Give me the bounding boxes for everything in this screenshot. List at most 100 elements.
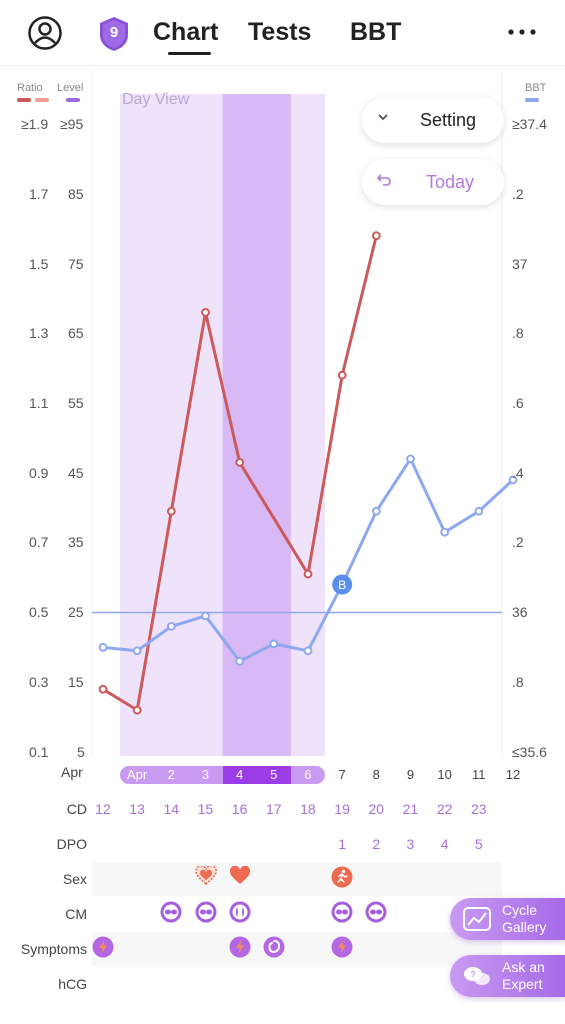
cervical-mucus-icon[interactable] [160, 901, 182, 928]
level-badge[interactable]: 9 [97, 16, 131, 52]
level-axis-tick: 75 [68, 256, 84, 272]
setting-button[interactable]: Setting [362, 97, 504, 143]
bbt-point-8[interactable] [371, 506, 381, 516]
bbt-point-10[interactable] [440, 527, 450, 537]
cd-value: 13 [129, 801, 145, 817]
cd-value: 21 [402, 801, 419, 817]
date-cell[interactable]: 12 [505, 767, 521, 782]
lightning-icon[interactable] [92, 936, 114, 963]
bbt-axis-tick: ≥37.4 [512, 116, 547, 132]
running-person-icon[interactable] [331, 866, 353, 893]
fertile-window-band-1 [222, 94, 291, 756]
heart-icon[interactable] [229, 865, 251, 891]
ratio-point-6[interactable] [337, 370, 347, 380]
bbt-point-1[interactable] [132, 646, 142, 656]
cervical-mucus-drop-icon[interactable] [229, 901, 251, 928]
date-cell[interactable]: 6 [304, 767, 312, 782]
month-label: Apr [61, 764, 83, 780]
bbt-axis-tick: .6 [512, 395, 524, 411]
ratio-point-7[interactable] [371, 231, 381, 241]
cervical-mucus-icon[interactable] [195, 901, 217, 928]
bbt-point-5[interactable] [269, 639, 279, 649]
bbt-point-11[interactable] [474, 506, 484, 516]
level-axis-tick: 15 [68, 674, 84, 690]
bbt-point-9[interactable] [406, 454, 415, 464]
bbt-axis-tick: .2 [512, 534, 524, 550]
dpo-value: 3 [406, 836, 415, 852]
bbt-marker[interactable] [332, 574, 353, 595]
bbt-axis-tick: .4 [512, 465, 524, 481]
dpo-value: 4 [440, 836, 449, 852]
fertile-window-band-0 [120, 94, 223, 756]
level-axis-tick: 5 [77, 744, 85, 760]
view-mode-label: Day View [122, 91, 190, 108]
cervical-mucus-icon[interactable] [331, 901, 353, 928]
date-cell[interactable]: 8 [372, 767, 380, 782]
cd-value: 22 [436, 801, 453, 817]
legend-ratio-light-swatch [35, 98, 49, 102]
ratio-point-0[interactable] [98, 684, 108, 694]
date-cell[interactable]: 11 [472, 767, 486, 782]
bbt-point-6[interactable] [303, 646, 313, 656]
bbt-axis-tick: ≤35.6 [512, 744, 547, 760]
today-label: Today [426, 172, 475, 192]
ratio-axis-tick: 1.3 [29, 325, 49, 341]
date-cell-bg [154, 766, 189, 784]
cramp-icon[interactable] [263, 936, 285, 963]
tab-bbt[interactable]: BBT [350, 18, 402, 46]
bbt-point-3[interactable] [201, 611, 210, 621]
date-cell-bg [188, 766, 223, 784]
date-cell[interactable]: 2 [167, 767, 175, 782]
tab-tests[interactable]: Tests [248, 18, 312, 46]
bbt-point-2[interactable] [166, 622, 176, 631]
date-cell[interactable]: 5 [270, 767, 278, 782]
cm-row-label: CM [65, 906, 87, 922]
ask-expert-button[interactable]: ? Ask an Expert [450, 955, 565, 997]
legend-level-swatch [66, 98, 80, 102]
heart-outline-icon[interactable] [194, 864, 217, 891]
date-cell[interactable]: 3 [201, 767, 210, 782]
date-cell-bg [120, 766, 155, 784]
cycle-gallery-button[interactable]: Cycle Gallery [450, 898, 565, 940]
bbt-axis-tick: .2 [512, 186, 524, 202]
date-cell[interactable]: 7 [338, 767, 346, 782]
date-cell[interactable]: 10 [437, 767, 452, 782]
ask-expert-label: Ask an Expert [502, 959, 545, 992]
fertility-chart[interactable]: B [0, 0, 565, 760]
ratio-axis-tick: 1.1 [29, 395, 49, 411]
bbt-point-0[interactable] [98, 642, 108, 652]
cd-value: 14 [163, 801, 180, 817]
dpo-value: 5 [474, 836, 483, 852]
ratio-axis-tick: 1.5 [29, 256, 49, 272]
symptoms-row-bg [92, 932, 502, 966]
profile-icon[interactable] [28, 16, 62, 50]
cycle-gallery-label: Cycle Gallery [502, 902, 547, 935]
symptoms-row-label: Symptoms [20, 941, 87, 957]
date-cell-bg [256, 766, 291, 784]
lightning-icon[interactable] [331, 936, 353, 963]
shield-icon [100, 17, 128, 51]
date-cell[interactable]: Apr [126, 767, 148, 782]
tab-chart[interactable]: Chart [153, 18, 219, 46]
cervical-mucus-icon[interactable] [365, 901, 387, 928]
ratio-point-5[interactable] [303, 569, 313, 579]
date-cell[interactable]: 9 [406, 767, 415, 782]
ratio-point-3[interactable] [201, 308, 210, 317]
cd-value: 16 [231, 801, 248, 817]
date-cell-bg [222, 766, 257, 784]
lightning-icon[interactable] [229, 936, 251, 963]
gallery-chart-icon [463, 907, 491, 931]
ratio-series-line [102, 235, 378, 712]
ratio-point-1[interactable] [132, 705, 142, 715]
bbt-axis-tick: 36 [512, 604, 528, 620]
ratio-point-4[interactable] [235, 458, 245, 467]
level-axis-tick: 45 [68, 465, 84, 481]
ratio-point-2[interactable] [166, 506, 176, 516]
bbt-point-12[interactable] [508, 475, 518, 485]
bbt-point-4[interactable] [235, 656, 245, 666]
date-cell[interactable]: 4 [235, 767, 244, 782]
today-button[interactable]: Today [362, 159, 504, 205]
cd-value: 17 [265, 801, 282, 817]
ratio-axis-tick: 0.5 [29, 604, 49, 620]
more-options-icon[interactable] [506, 24, 538, 40]
